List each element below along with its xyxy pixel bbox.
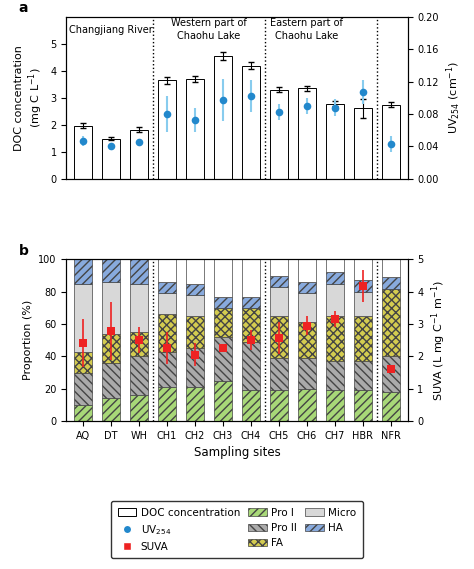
Bar [326,273,344,284]
Bar [326,259,344,273]
Bar [102,363,120,398]
Bar [354,361,372,390]
Bar [158,315,176,352]
Bar [326,284,344,316]
Bar [186,259,204,284]
Bar [270,358,288,390]
Bar [270,259,288,275]
X-axis label: Sampling sites: Sampling sites [193,446,281,459]
Bar [298,323,316,358]
Bar [74,126,92,179]
Bar [354,292,372,316]
Bar [214,308,232,337]
Bar [382,259,400,277]
Bar [102,334,120,363]
Bar [382,392,400,421]
Bar [74,405,92,421]
Bar [242,259,260,296]
Bar [270,275,288,287]
Bar [186,295,204,316]
Bar [214,337,232,381]
Bar [270,390,288,421]
Bar [158,80,176,179]
Bar [102,282,120,334]
Bar [326,361,344,390]
Bar [242,296,260,308]
Bar [74,284,92,352]
Bar [158,352,176,387]
Text: a: a [18,2,28,15]
Bar [298,259,316,282]
Bar [382,356,400,392]
Bar [214,259,232,296]
Bar [242,308,260,342]
Bar [382,288,400,356]
Bar [102,398,120,421]
Bar [74,259,92,284]
Bar [186,348,204,387]
Bar [130,395,148,421]
Bar [130,356,148,395]
Bar [326,316,344,361]
Y-axis label: UV$_{254}$ (cm$^{-1}$): UV$_{254}$ (cm$^{-1}$) [445,61,463,134]
Bar [242,390,260,421]
Bar [298,88,316,179]
Bar [130,259,148,284]
Bar [270,316,288,358]
Bar [186,316,204,348]
Bar [130,130,148,179]
Bar [158,282,176,294]
Bar [298,294,316,323]
Bar [74,352,92,373]
Bar [354,390,372,421]
Bar [382,277,400,288]
Bar [354,108,372,179]
Bar [354,281,372,292]
Bar [130,284,148,332]
Bar [270,287,288,316]
Text: b: b [18,244,28,258]
Bar [102,138,120,179]
Bar [382,105,400,179]
Bar [186,387,204,421]
Bar [214,381,232,421]
Bar [130,332,148,356]
Text: Changjiang River: Changjiang River [69,25,153,35]
Bar [242,342,260,390]
Bar [214,56,232,179]
Bar [158,294,176,315]
Bar [354,316,372,361]
Y-axis label: Proportion (%): Proportion (%) [23,300,33,381]
Bar [74,373,92,405]
Bar [242,65,260,179]
Y-axis label: SUVA (L mg C$^{-1}$ m$^{-1}$): SUVA (L mg C$^{-1}$ m$^{-1}$) [429,280,448,401]
Bar [298,282,316,294]
Bar [186,284,204,295]
Y-axis label: DOC concentration
(mg C L$^{-1}$): DOC concentration (mg C L$^{-1}$) [14,45,45,151]
Bar [186,79,204,179]
Bar [158,387,176,421]
Legend: DOC concentration, UV$_{254}$, SUVA, Pro I, Pro II, FA, Micro, HA: DOC concentration, UV$_{254}$, SUVA, Pro… [111,501,363,558]
Bar [326,390,344,421]
Bar [158,259,176,282]
Text: Western part of
Chaohu Lake: Western part of Chaohu Lake [171,18,247,41]
Bar [298,358,316,389]
Bar [298,389,316,421]
Bar [326,104,344,179]
Text: Eastern part of
Chaohu Lake: Eastern part of Chaohu Lake [271,18,343,41]
Bar [102,259,120,282]
Bar [354,259,372,281]
Bar [270,90,288,179]
Bar [214,296,232,308]
